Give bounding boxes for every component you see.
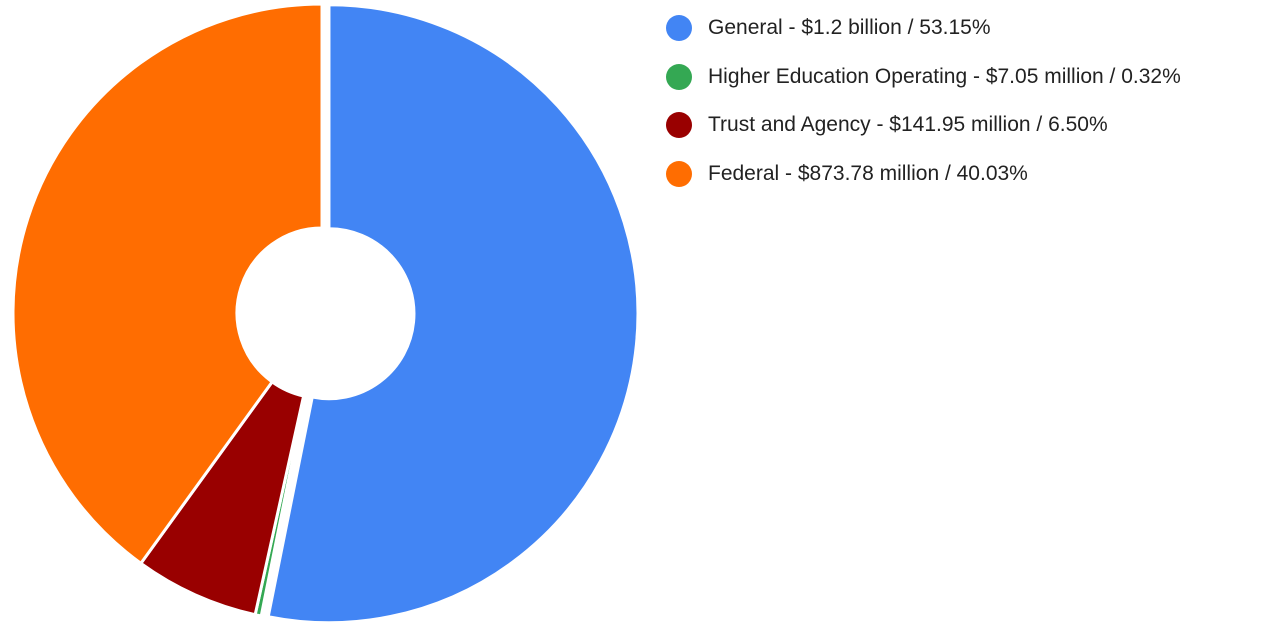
chart-legend: General - $1.2 billion / 53.15% Higher Ed… [666, 4, 1181, 198]
legend-item-trust-and-agency: Trust and Agency - $141.95 million / 6.5… [666, 101, 1181, 150]
legend-swatch [666, 15, 692, 42]
legend-item-higher-education-operating: Higher Education Operating - $7.05 milli… [666, 53, 1181, 102]
legend-item-general: General - $1.2 billion / 53.15% [666, 4, 1181, 53]
legend-label: Federal - $873.78 million / 40.03% [708, 161, 1028, 185]
slice-general [266, 3, 640, 623]
legend-swatch [666, 112, 692, 139]
slice-federal [11, 2, 324, 565]
legend-swatch [666, 63, 692, 90]
legend-label: General - $1.2 billion / 53.15% [708, 16, 991, 40]
donut-chart [11, 2, 640, 623]
legend-label: Trust and Agency - $141.95 million / 6.5… [708, 113, 1108, 137]
legend-label: Higher Education Operating - $7.05 milli… [708, 64, 1181, 88]
legend-swatch [666, 160, 692, 187]
legend-item-federal: Federal - $873.78 million / 40.03% [666, 150, 1181, 199]
